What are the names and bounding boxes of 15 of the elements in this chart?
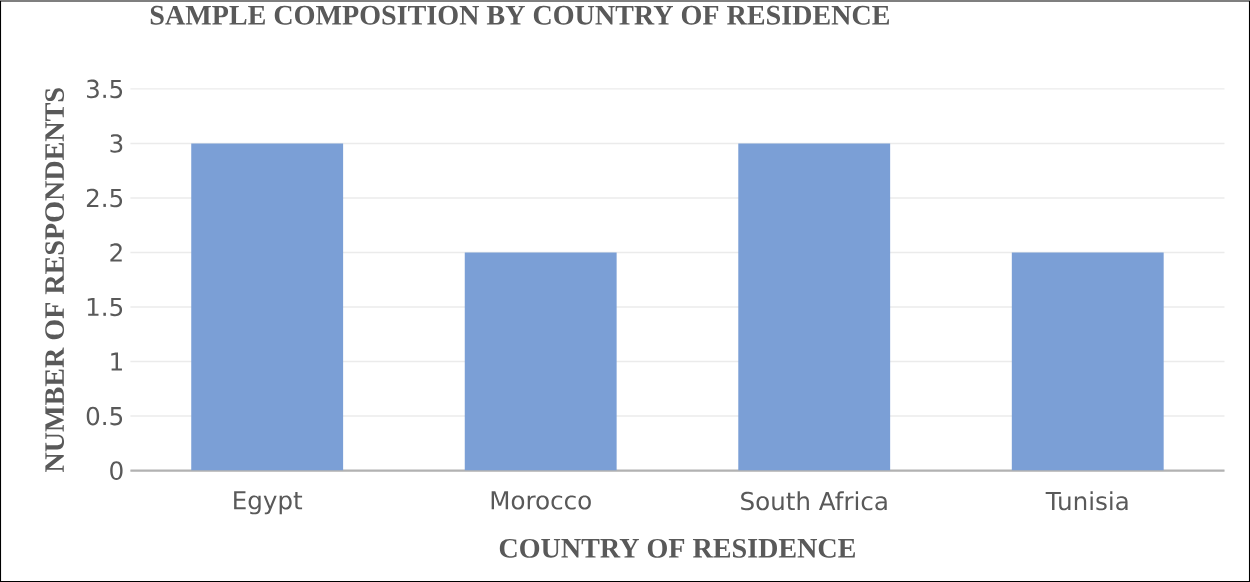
x-tick-label: Tunisia xyxy=(1045,491,1128,511)
y-tick-label: 3.5 xyxy=(86,79,123,99)
y-tick-label: 1.5 xyxy=(87,297,123,317)
y-tick-label: 1 xyxy=(111,352,122,371)
y-tick-label: 3 xyxy=(110,134,123,153)
y-tick-label: 2.5 xyxy=(86,188,123,208)
y-tick-label: 0.5 xyxy=(86,406,123,426)
x-tick-label: Morocco xyxy=(491,491,591,510)
x-tick-label: Egypt xyxy=(234,491,303,515)
y-tick-label: 0 xyxy=(110,461,123,480)
y-axis-title: NUMBER OF RESPONDENTS xyxy=(45,88,65,472)
x-tick-label: South Africa xyxy=(741,491,887,511)
chart-title: SAMPLE COMPOSITION BY COUNTRY OF RESIDENCE xyxy=(150,5,890,25)
y-tick-label: 2 xyxy=(110,243,122,262)
x-axis-title: COUNTRY OF RESIDENCE xyxy=(499,538,855,558)
